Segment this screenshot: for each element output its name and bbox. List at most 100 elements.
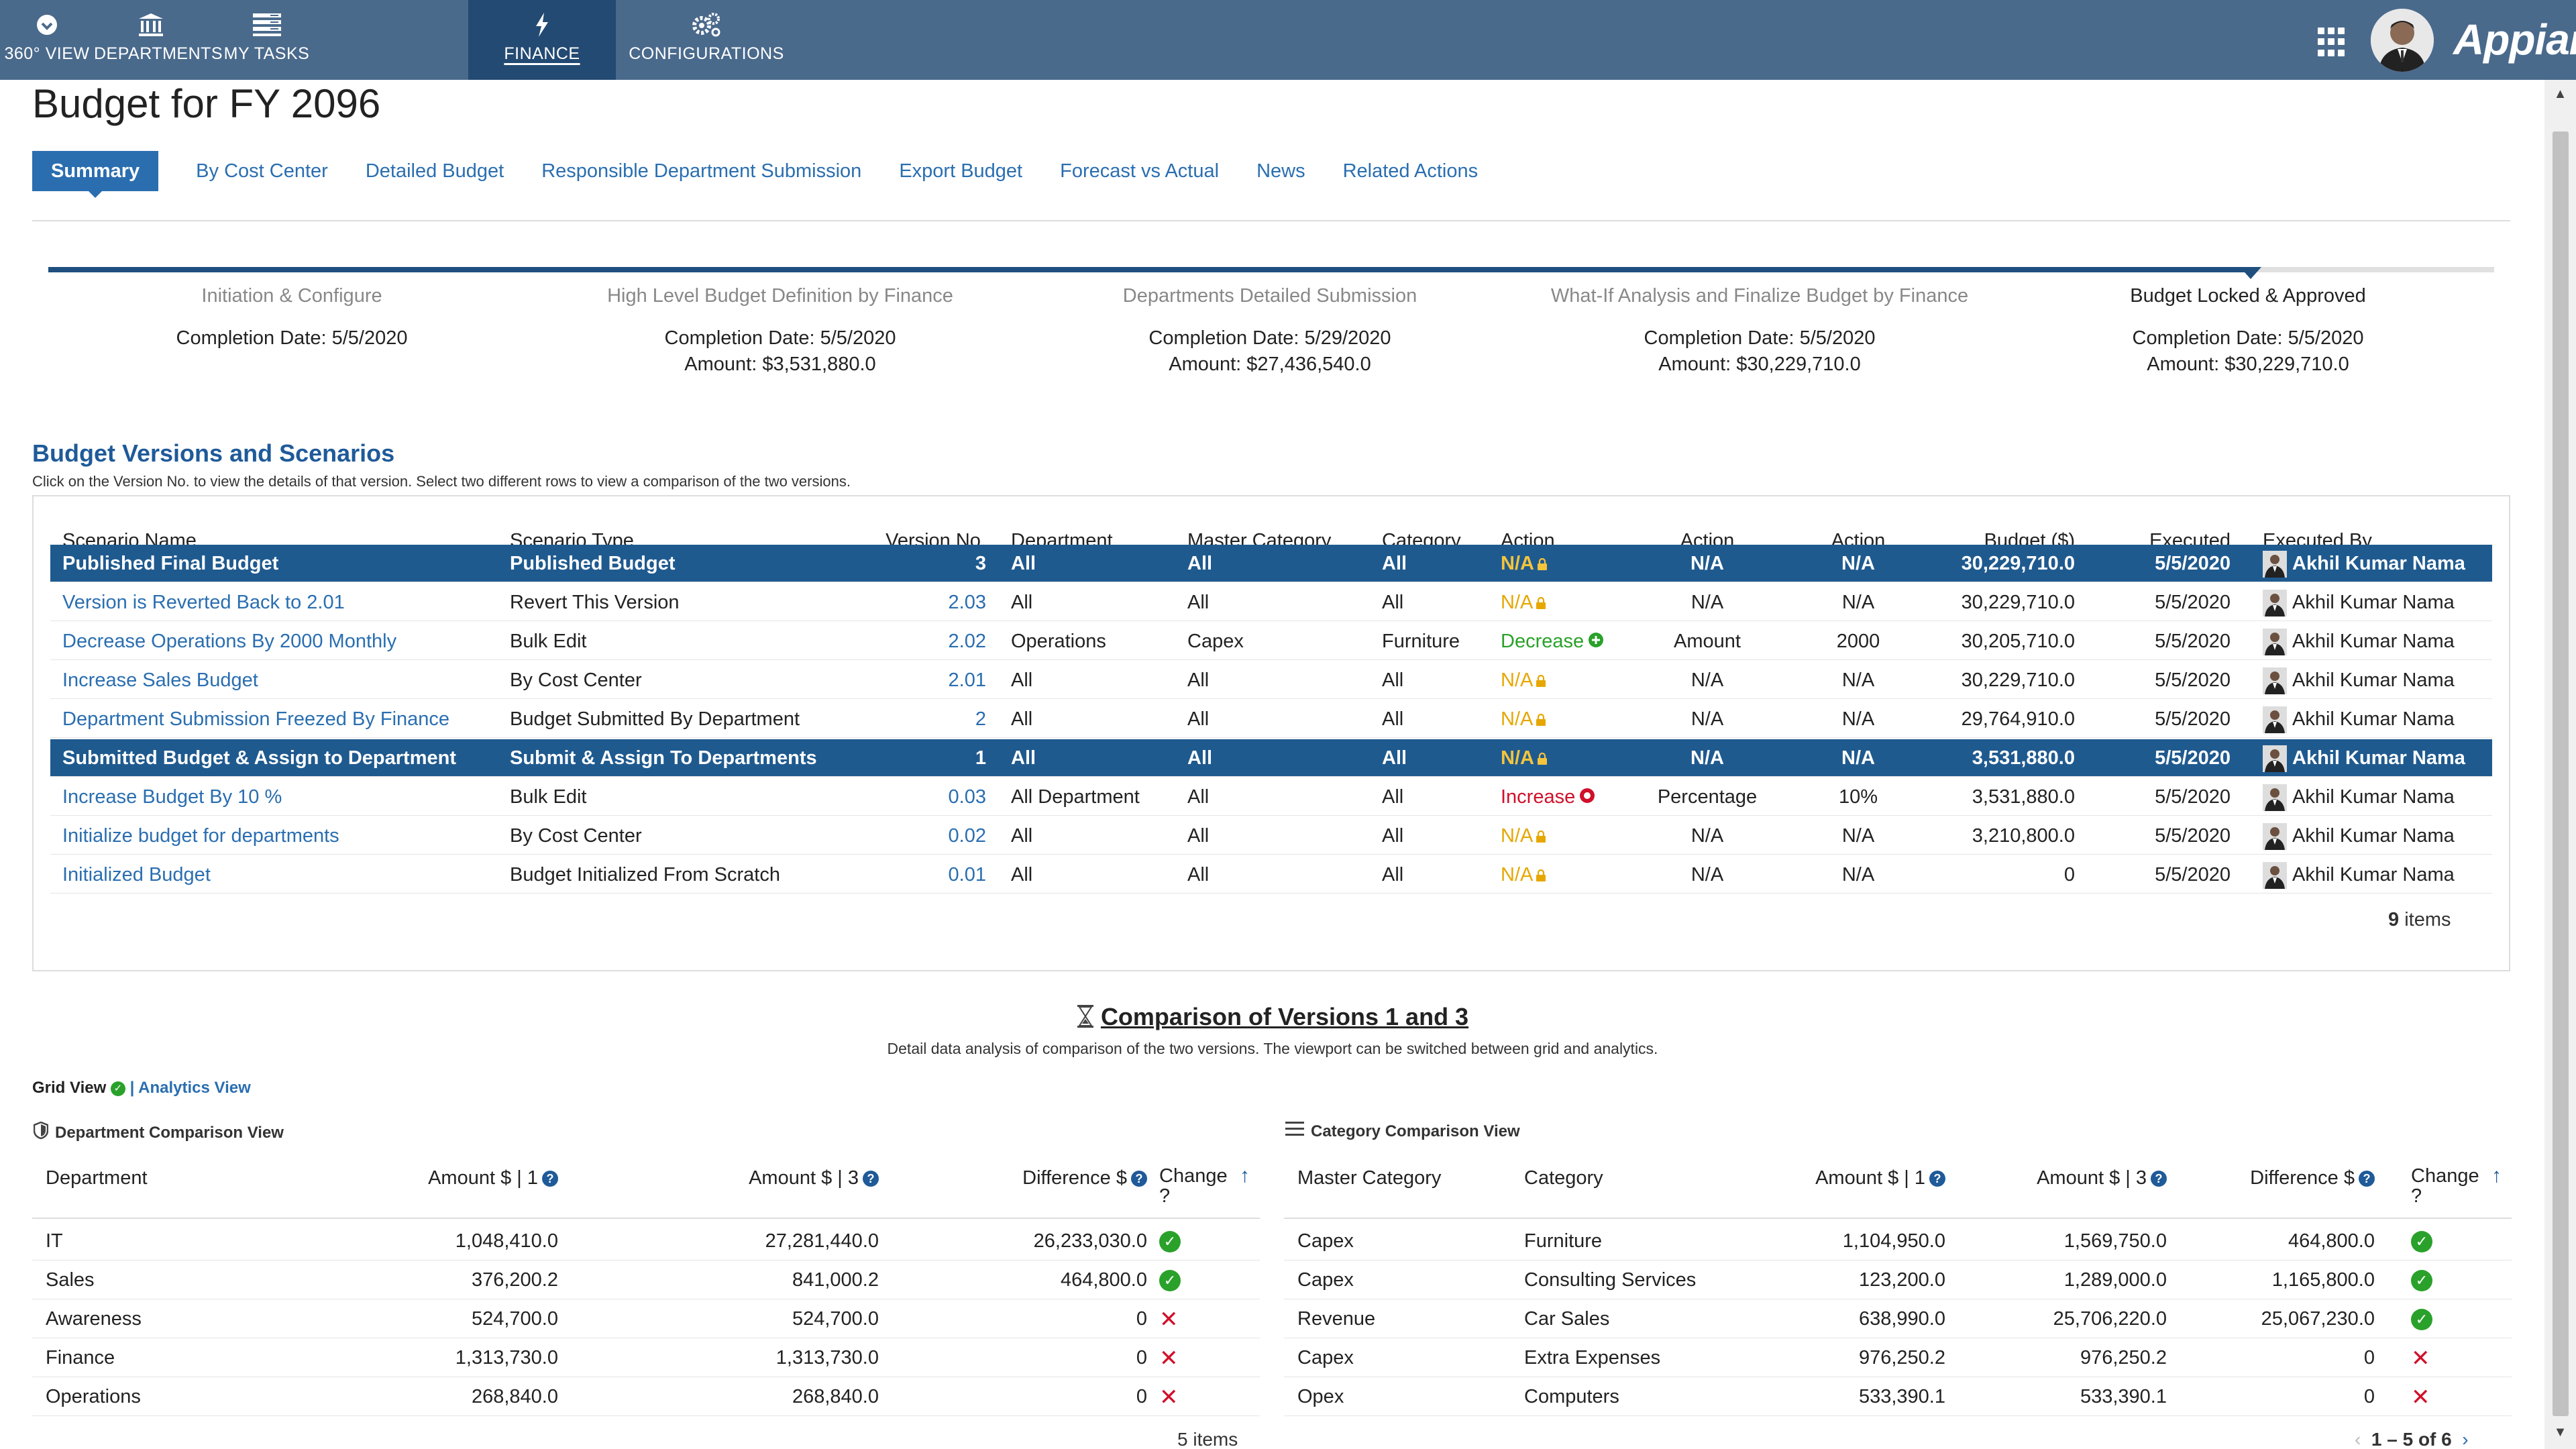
cell-dept: All — [1011, 825, 1033, 847]
tab-by-cost-center[interactable]: By Cost Center — [196, 160, 328, 182]
cell-name[interactable]: Increase Budget By 10 % — [62, 786, 282, 808]
table-row[interactable]: Increase Budget By 10 % Bulk Edit 0.03 All … — [50, 778, 2492, 816]
cell-version[interactable]: 0.03 — [948, 786, 986, 808]
scroll-down-arrow-icon[interactable]: ▼ — [2553, 1425, 2567, 1440]
cell-name[interactable]: Increase Sales Budget — [62, 669, 258, 691]
column-header[interactable]: Master Category — [1297, 1167, 1442, 1189]
x-mark-icon: ✕ — [1159, 1385, 1179, 1411]
cell-name[interactable]: Initialize budget for departments — [62, 825, 339, 847]
column-header[interactable]: Amount $ | 1? — [356, 1167, 558, 1189]
tab-detailed-budget[interactable]: Detailed Budget — [365, 160, 504, 182]
nav-item-departments[interactable]: DEPARTMENTS — [94, 0, 223, 80]
table-row[interactable]: Capex Furniture 1,104,950.0 1,569,750.0 464,… — [1284, 1222, 2512, 1260]
stage-completion-date: Completion Date: 5/5/2020 — [1644, 327, 1876, 349]
table-row[interactable]: Initialize budget for departments By Cost… — [50, 817, 2492, 855]
action-value: N/A — [1501, 669, 1534, 691]
cell-version[interactable]: 1 — [975, 747, 986, 769]
cell-name[interactable]: Initialized Budget — [62, 864, 211, 885]
table-row[interactable]: Opex Computers 533,390.1 533,390.1 0 ✕ — [1284, 1377, 2512, 1416]
help-icon[interactable]: ? — [863, 1171, 879, 1187]
stage-name: Initiation & Configure — [201, 285, 382, 307]
column-header[interactable]: Amount $ | 3? — [1966, 1167, 2167, 1189]
cell-actionValue: N/A — [1841, 825, 1875, 847]
cell-version[interactable]: 2 — [975, 708, 986, 730]
column-header[interactable]: Amount $ | 1? — [1744, 1167, 1945, 1189]
table-row[interactable]: Sales 376,200.2 841,000.2 464,800.0 ✓ — [32, 1260, 1260, 1299]
vertical-scrollbar[interactable]: ▲ ▼ — [2544, 80, 2576, 1449]
table-row[interactable]: Operations 268,840.0 268,840.0 0 ✕ — [32, 1377, 1260, 1416]
table-row[interactable]: Increase Sales Budget By Cost Center 2.01 A… — [50, 661, 2492, 699]
action-value: N/A — [1501, 592, 1534, 613]
table-row[interactable]: Revenue Car Sales 638,990.0 25,706,220.0 25,… — [1284, 1299, 2512, 1338]
tab-news[interactable]: News — [1256, 160, 1305, 182]
cell-version[interactable]: 3 — [975, 553, 986, 574]
cell-diff: 0 — [1136, 1386, 1147, 1407]
help-icon[interactable]: ? — [1929, 1171, 1945, 1187]
grid-view-link[interactable]: Grid View — [32, 1079, 107, 1097]
cell-budget: 0 — [2063, 864, 2075, 885]
cell-by: Akhil Kumar Nama — [2263, 817, 2455, 855]
tab-export-budget[interactable]: Export Budget — [899, 160, 1023, 182]
help-icon[interactable]: ? — [542, 1171, 558, 1187]
nav-item-finance[interactable]: FINANCE — [468, 0, 616, 80]
cell-version[interactable]: 2.02 — [948, 631, 986, 652]
table-row[interactable]: Department Submission Freezed By Finance… — [50, 700, 2492, 738]
table-row[interactable]: Decrease Operations By 2000 Monthly Bulk … — [50, 623, 2492, 660]
help-icon[interactable]: ? — [2359, 1171, 2375, 1187]
app-launcher-grid-icon[interactable] — [2318, 28, 2347, 57]
cell-name[interactable]: Published Final Budget — [62, 553, 279, 574]
cell-name[interactable]: Decrease Operations By 2000 Monthly — [62, 631, 397, 652]
table-row[interactable]: Finance 1,313,730.0 1,313,730.0 0 ✕ — [32, 1338, 1260, 1377]
cell-cat: Furniture — [1382, 631, 1460, 652]
nav-item-configurations[interactable]: CONFIGURATIONS — [616, 0, 797, 80]
table-row[interactable]: Version is Reverted Back to 2.01 Revert T… — [50, 584, 2492, 621]
table-row[interactable]: Initialized Budget Budget Initialized Fro… — [50, 856, 2492, 894]
cell-name[interactable]: Submitted Budget & Assign to Department — [62, 747, 456, 769]
column-header[interactable]: Difference $? — [953, 1167, 1147, 1189]
action-value: N/A — [1501, 864, 1534, 885]
sort-arrow-icon[interactable]: ↑ — [1240, 1165, 1250, 1187]
cell-version[interactable]: 0.02 — [948, 825, 986, 847]
tab-summary[interactable]: Summary — [32, 151, 159, 198]
comparison-title-text: Comparison of Versions 1 and 3 — [1100, 1003, 1469, 1030]
table-row[interactable]: Published Final Budget Published Budget 3 A… — [50, 545, 2492, 582]
analytics-view-link[interactable]: Analytics View — [138, 1079, 251, 1097]
sort-arrow-icon[interactable]: ↑ — [2491, 1165, 2502, 1187]
tab-related-actions[interactable]: Related Actions — [1342, 160, 1479, 182]
pager-prev-icon[interactable]: ‹ — [2355, 1429, 2361, 1449]
table-row[interactable]: IT 1,048,410.0 27,281,440.0 26,233,030.0 ✓ — [32, 1222, 1260, 1260]
column-header[interactable]: Department — [46, 1167, 148, 1189]
table-row[interactable]: Awareness 524,700.0 524,700.0 0 ✕ — [32, 1299, 1260, 1338]
cell-type: Published Budget — [510, 553, 676, 574]
cell-version[interactable]: 2.03 — [948, 592, 986, 613]
user-avatar[interactable] — [2371, 9, 2434, 72]
cell-version[interactable]: 0.01 — [948, 864, 986, 885]
cell-name[interactable]: Department Submission Freezed By Finance — [62, 708, 450, 730]
cell-actionValue: N/A — [1841, 747, 1875, 769]
cell-master: Capex — [1297, 1230, 1354, 1252]
scrollbar-thumb[interactable] — [2553, 131, 2569, 1416]
column-header[interactable]: Change ? ↑ — [1159, 1166, 1250, 1207]
table-row[interactable]: Submitted Budget & Assign to Department S… — [50, 739, 2492, 777]
help-icon[interactable]: ? — [1131, 1171, 1147, 1187]
column-header[interactable]: Difference $? — [2174, 1167, 2375, 1189]
table-row[interactable]: Capex Extra Expenses 976,250.2 976,250.2 0 ✕ — [1284, 1338, 2512, 1377]
nav-item-360-view[interactable]: 360° VIEW — [0, 0, 94, 80]
column-header[interactable]: Amount $ | 3? — [671, 1167, 879, 1189]
pager-next-icon[interactable]: › — [2462, 1429, 2469, 1449]
column-header[interactable]: Change ? ↑ — [2411, 1166, 2502, 1207]
bank-icon — [94, 11, 208, 39]
scroll-up-arrow-icon[interactable]: ▲ — [2553, 87, 2567, 101]
cell-name[interactable]: Version is Reverted Back to 2.01 — [62, 592, 345, 613]
tab-responsible-department-submission[interactable]: Responsible Department Submission — [541, 160, 862, 182]
column-header[interactable]: Category — [1524, 1167, 1603, 1189]
milestone-stage: Departments Detailed Submission Completio… — [1035, 285, 1505, 376]
cell-budget: 29,764,910.0 — [1961, 708, 2075, 730]
category-panel-title-text: Category Comparison View — [1311, 1122, 1520, 1140]
tab-forecast-vs-actual[interactable]: Forecast vs Actual — [1060, 160, 1220, 182]
nav-item-my-tasks[interactable]: MY TASKS — [208, 0, 325, 80]
help-icon[interactable]: ? — [2151, 1171, 2167, 1187]
stage-amount: Amount: $30,229,710.0 — [1658, 354, 1861, 375]
table-row[interactable]: Capex Consulting Services 123,200.0 1,289,0… — [1284, 1260, 2512, 1299]
cell-version[interactable]: 2.01 — [948, 669, 986, 691]
